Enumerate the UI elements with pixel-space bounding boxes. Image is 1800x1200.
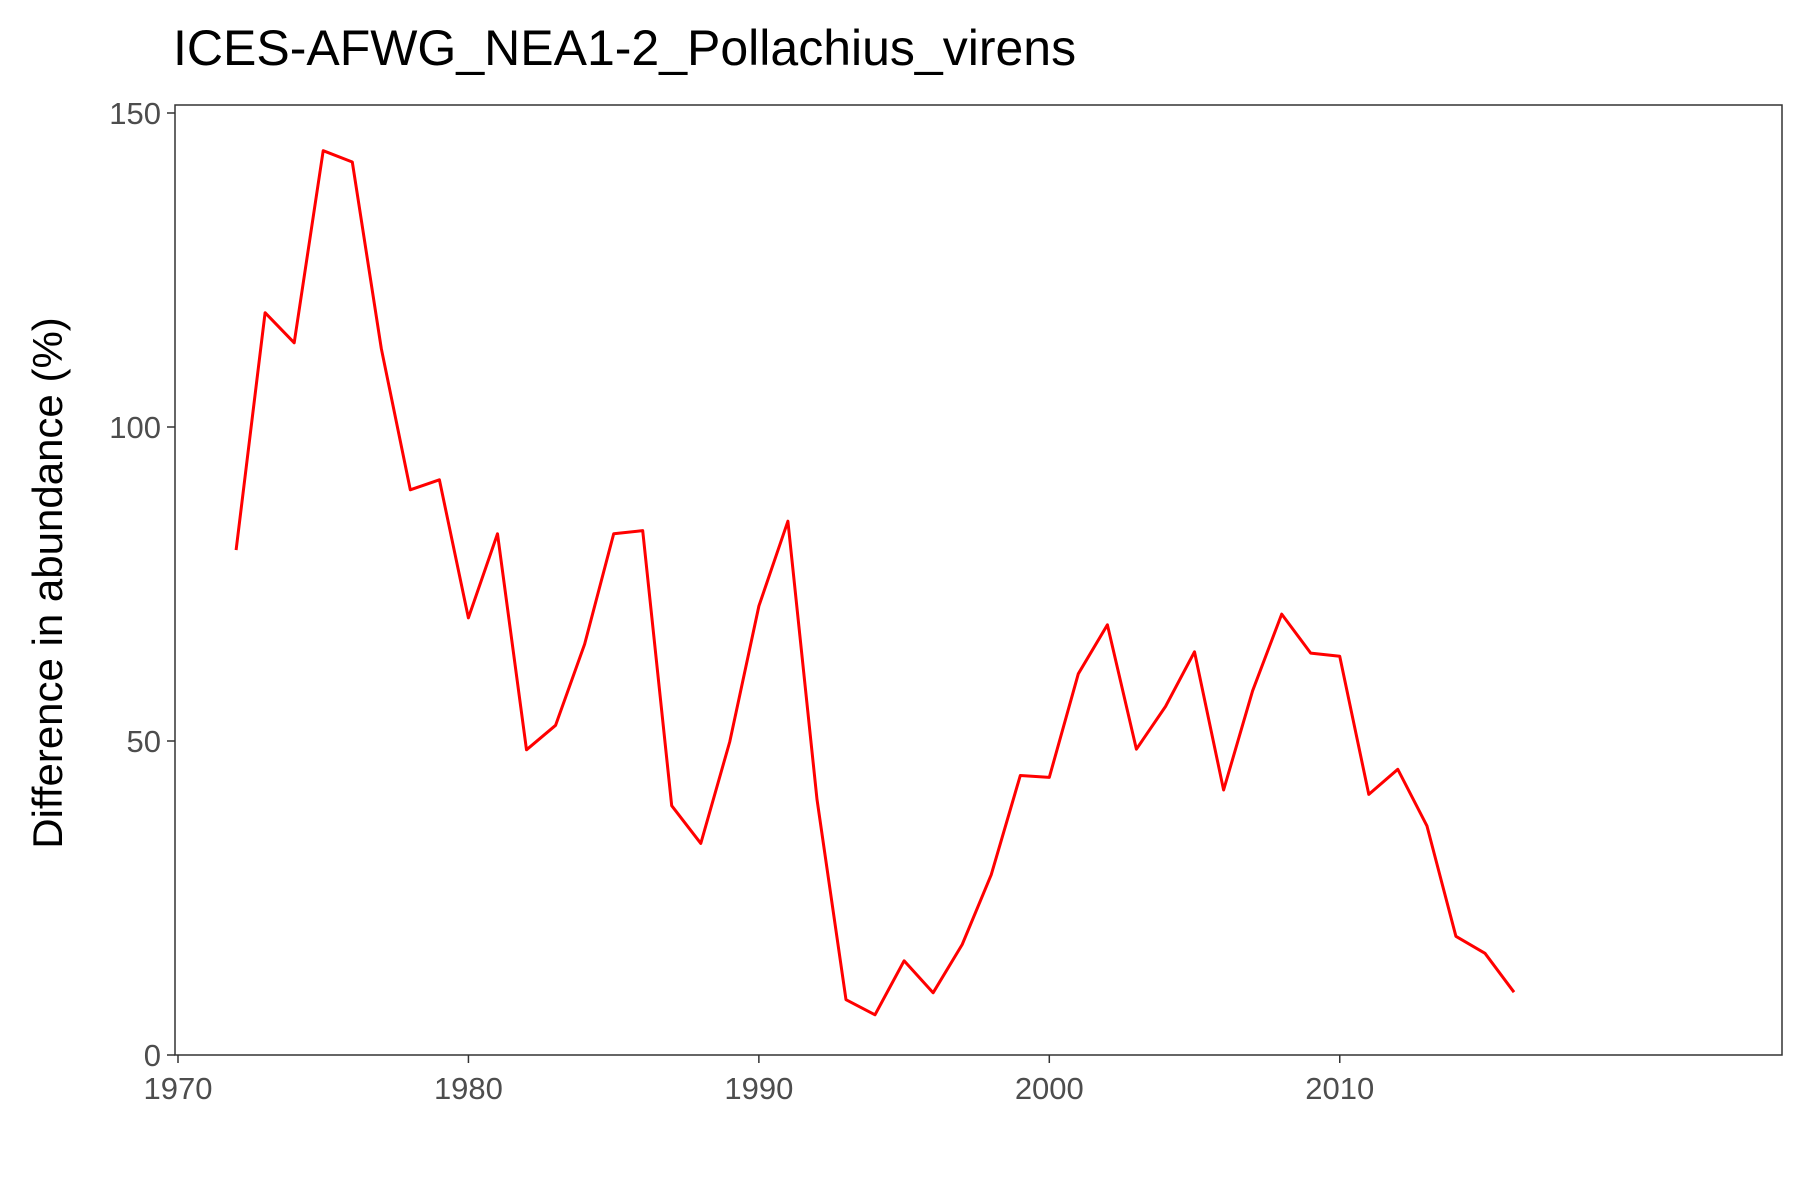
y-axis-ticks: 0 50 100 150 [109, 96, 175, 1073]
y-axis-label: Difference in abundance (%) [24, 317, 71, 849]
y-tick-label: 100 [109, 410, 161, 445]
x-axis-ticks: 1970 1980 1990 2000 2010 [144, 1055, 1374, 1106]
y-tick-label: 150 [109, 96, 161, 131]
x-tick-label: 2010 [1305, 1071, 1374, 1106]
x-tick-label: 1990 [724, 1071, 793, 1106]
y-tick-label: 50 [127, 724, 161, 759]
plot-panel-border [174, 104, 1783, 1056]
x-tick-label: 1970 [144, 1071, 213, 1106]
y-tick-label: 0 [144, 1038, 161, 1073]
x-tick-label: 1980 [434, 1071, 503, 1106]
series-line [234, 149, 1516, 1017]
x-tick-label: 2000 [1015, 1071, 1084, 1106]
chart-title: ICES-AFWG_NEA1-2_Pollachius_virens [173, 20, 1076, 76]
series-layer [234, 149, 1516, 1017]
